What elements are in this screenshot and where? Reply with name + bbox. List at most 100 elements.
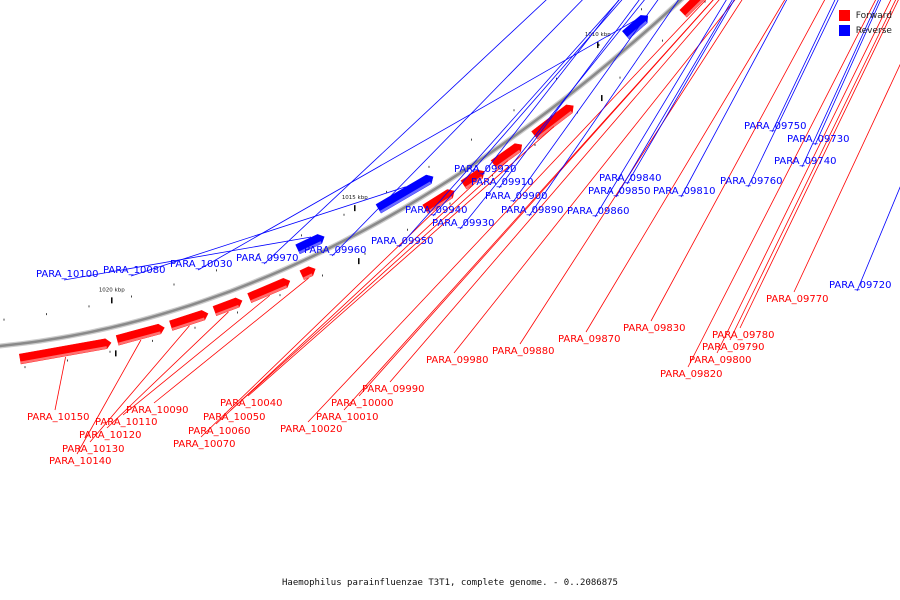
gene-para_10020[interactable]: [679, 0, 798, 18]
gene-label: PARA_10030: [170, 259, 232, 270]
gene-label: PARA_10130: [62, 444, 124, 455]
gene-para_10080[interactable]: [375, 173, 436, 214]
gene-label: PARA_09850: [588, 186, 650, 197]
leader-line: [230, 160, 509, 411]
gene-label: PARA_09800: [689, 355, 751, 366]
gene-label: PARA_09980: [426, 355, 488, 366]
legend-reverse-swatch: [838, 25, 850, 36]
legend-reverse: Reverse: [838, 23, 892, 38]
leader-line: [307, 0, 707, 423]
figure-caption: Haemophilus parainfluenzae T3T1, complet…: [282, 578, 618, 588]
gene-label: PARA_09750: [744, 121, 806, 132]
leader-line: [459, 0, 645, 230]
gene-arrow-shade: [298, 241, 322, 254]
gene-label: PARA_09770: [766, 294, 828, 305]
leader-line: [432, 0, 623, 217]
backbone-line: [0, 0, 683, 348]
backbone-shadow: [0, 0, 685, 349]
gene-label: PARA_09880: [492, 346, 554, 357]
legend-reverse-label: Reverse: [855, 25, 892, 36]
leader-line: [197, 19, 637, 271]
gene-label: PARA_09720: [829, 280, 891, 291]
gene-label: PARA_10000: [331, 398, 393, 409]
gene-arrow-shade: [495, 149, 521, 169]
gene-label: PARA_09820: [660, 369, 722, 380]
gene-label: PARA_10050: [203, 412, 265, 423]
gene-label: PARA_10060: [188, 426, 250, 437]
leader-line: [453, 0, 736, 354]
gene-layer: [18, 0, 798, 365]
gene-arrow-shade: [303, 273, 313, 280]
leader-line: [215, 183, 475, 425]
gene-para_10060[interactable]: [460, 167, 487, 190]
gene-arrow-shade: [171, 317, 205, 331]
legend-forward-label: Forward: [855, 10, 892, 21]
leader-line: [130, 186, 406, 277]
leader-line: [263, 0, 547, 265]
gene-arrow[interactable]: [460, 167, 487, 190]
backbone: [0, 0, 685, 349]
leader-line: [481, 0, 620, 176]
leader-line: [200, 205, 441, 438]
gene-label: PARA_10100: [36, 269, 98, 280]
gene-arrow-shade: [379, 181, 432, 214]
leader-line: [398, 0, 620, 248]
tick-layer: 970 kbp975 kbp980 kbp985 kbp990 kbp995 k…: [3, 0, 706, 369]
gene-arrow-shade: [20, 346, 108, 364]
gene-arrow-shade: [118, 331, 161, 346]
gene-label: PARA_10070: [173, 439, 235, 450]
leader-line: [389, 0, 720, 383]
leader-line: [358, 0, 714, 397]
leader-line: [343, 0, 714, 411]
gene-para_10150[interactable]: [18, 338, 112, 365]
gene-label: PARA_10040: [220, 398, 282, 409]
gene-label: PARA_09900: [485, 191, 547, 202]
gene-label: PARA_10020: [280, 424, 342, 435]
gene-label: PARA_09970: [236, 253, 298, 264]
leader-line: [585, 0, 786, 333]
gene-arrow[interactable]: [115, 323, 166, 346]
gene-arrow-shade: [536, 110, 573, 140]
leader-line: [331, 0, 583, 257]
gene-label: PARA_09940: [405, 205, 467, 216]
gene-label: PARA_09920: [454, 164, 516, 175]
gene-para_10090[interactable]: [299, 264, 317, 281]
gene-para_10110[interactable]: [247, 276, 292, 303]
legend-forward: Forward: [838, 8, 892, 23]
gene-arrow[interactable]: [375, 173, 436, 214]
gene-para_10100[interactable]: [295, 232, 327, 255]
gene-label: PARA_09840: [599, 173, 661, 184]
tick-label: 1020 kbp: [99, 287, 125, 293]
gene-para_10050[interactable]: [490, 141, 525, 169]
gene-label: PARA_10120: [79, 430, 141, 441]
gene-arrow-shade: [250, 285, 288, 303]
leader-line: [106, 311, 229, 429]
gene-para_10030[interactable]: [622, 12, 651, 40]
leader-line: [89, 325, 190, 443]
leader-line: [54, 356, 66, 411]
tick-label: 1010 kbp: [585, 32, 611, 38]
leader-line: [793, 63, 900, 293]
gene-label: PARA_09730: [787, 134, 849, 145]
leader-line: [519, 0, 743, 345]
gene-label: PARA_09760: [720, 176, 782, 187]
gene-label: PARA_09960: [304, 245, 366, 256]
gene-label: PARA_09990: [362, 384, 424, 395]
leader-line: [63, 236, 312, 281]
leader-line: [153, 277, 309, 404]
gene-label: PARA_10090: [126, 405, 188, 416]
gene-para_10130[interactable]: [169, 309, 209, 331]
leader-line: [856, 186, 900, 292]
gene-label: PARA_09860: [567, 206, 629, 217]
gene-label: PARA_09890: [501, 205, 563, 216]
legend-forward-swatch: [838, 10, 850, 21]
gene-label: PARA_09740: [774, 156, 836, 167]
gene-label: PARA_09810: [653, 186, 715, 197]
gene-label: PARA_10110: [95, 417, 157, 428]
gene-label: PARA_09780: [712, 330, 774, 341]
gene-para_10120[interactable]: [212, 296, 244, 317]
gene-label: PARA_09870: [558, 334, 620, 345]
gene-para_10140[interactable]: [115, 323, 166, 346]
